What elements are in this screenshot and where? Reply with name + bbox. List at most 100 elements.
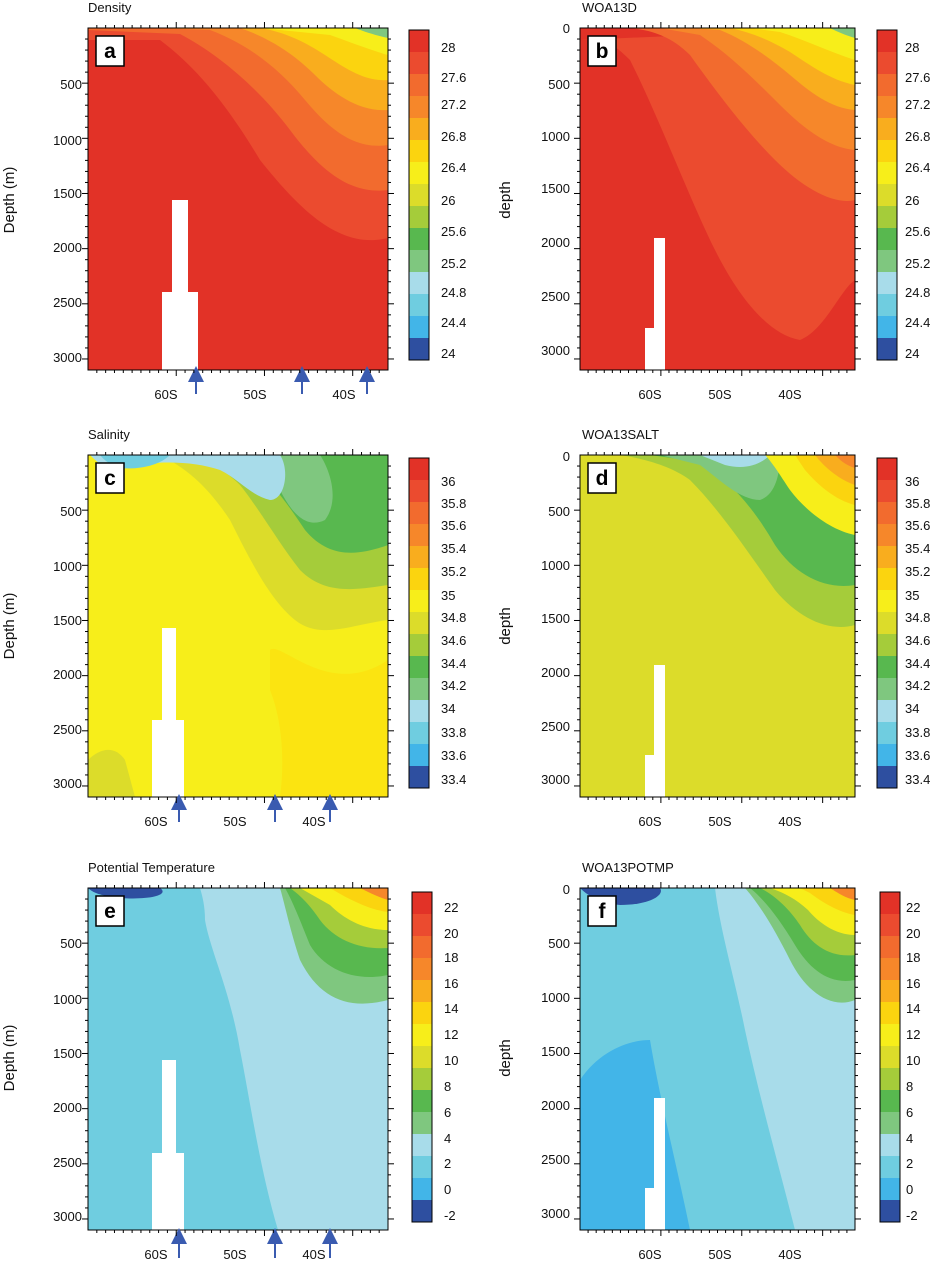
colorbar-swatch [409,272,429,294]
contour-band [830,888,855,900]
contour-band [750,28,855,60]
colorbar-label: 16 [906,976,920,991]
colorbar-swatch [409,568,429,590]
y-tick-label: 2000 [53,667,82,682]
colorbar-label: 25.2 [441,256,466,271]
y-tick-label: 500 [60,504,82,519]
plot-area [579,454,856,798]
y-axis-label: Depth (m) [1,593,18,660]
colorbar-swatch [877,458,897,480]
contour-band [580,888,661,905]
colorbar-swatch [877,524,897,546]
colorbar-swatches [877,458,897,788]
y-tick-label: 2500 [541,289,570,304]
colorbar-swatch [880,1178,900,1200]
colorbar-swatch [409,162,429,184]
y-tick-label: 500 [548,77,570,92]
y-axis-label: Depth (m) [1,1025,18,1092]
colorbar-swatch [877,96,897,118]
colorbar-label: 12 [444,1027,458,1042]
colorbar-label: 27.6 [441,70,466,85]
colorbar-swatch [409,678,429,700]
y-tick-label: 3000 [53,1209,82,1224]
colorbar-label: 26 [905,193,919,208]
topography-mask [162,200,198,370]
y-tick-label: 3000 [541,343,570,358]
y-tick-label: 2500 [541,719,570,734]
colorbar-label: 36 [441,474,455,489]
colorbar-swatch [880,1090,900,1112]
colorbar-swatch [880,1046,900,1068]
colorbar-swatch [877,162,897,184]
colorbar-label: 33.4 [441,772,466,787]
colorbar-label: 24.4 [441,315,466,330]
colorbar-swatch [409,316,429,338]
colorbar: 28 27.6 27.2 26.8 26.4 26 25.6 25.2 24.8… [876,29,930,361]
panel-label: d [587,462,617,494]
location-arrows [188,366,375,394]
colorbar-swatch [409,74,429,96]
colorbar-swatch [880,958,900,980]
y-axis: depth 0 500 1000 1500 2000 2500 3000 [497,21,570,358]
colorbar: 28 27.6 27.2 26.8 26.4 26 25.6 25.2 24.8… [408,29,466,361]
y-tick-label: 3000 [541,1206,570,1221]
colorbar-swatch [877,272,897,294]
colorbar-label: 26.4 [441,160,466,175]
x-tick-label: 40S [778,387,801,402]
colorbar-swatches [409,458,429,788]
colorbar-label: 34.2 [441,678,466,693]
colorbar-label: 26.8 [905,129,930,144]
panel-title: WOA13SALT [582,427,659,442]
colorbar-label: -2 [444,1208,456,1223]
x-tick-label: 40S [332,387,355,402]
colorbar-swatch [412,1156,432,1178]
colorbar-swatch [877,250,897,272]
topography-mask [645,665,665,797]
colorbar-swatch [409,30,429,52]
panel-letter: d [596,467,609,490]
panel-e: Potential Temperature e Depth (m) 500 10… [1,860,458,1262]
colorbar-swatch [409,722,429,744]
x-tick-label: 50S [243,387,266,402]
colorbar-label: 14 [906,1001,920,1016]
colorbar-swatch [409,700,429,722]
panel-d: WOA13SALT d depth 0 500 1000 1500 2000 [497,427,930,829]
colorbar-swatch [409,744,429,766]
colorbar-swatch [877,744,897,766]
colorbar-label: 18 [444,950,458,965]
colorbar-swatch [880,936,900,958]
colorbar-label: 4 [444,1131,451,1146]
x-tick-label: 50S [708,814,731,829]
colorbar-label: 0 [444,1182,451,1197]
y-axis: Depth (m) 500 1000 1500 2000 2500 3000 [1,936,82,1224]
panel-f: WOA13POTMP f depth 0 500 1000 1500 [497,860,920,1262]
panel-label: a [95,35,125,67]
colorbar-swatch [409,634,429,656]
y-tick-label: 0 [563,882,570,897]
colorbar-swatch [409,228,429,250]
x-axis: 60S 50S 40S [144,814,325,829]
colorbar-label: 2 [906,1156,913,1171]
plot-area [579,27,856,371]
colorbar-label: 35.4 [905,541,930,556]
topography-mask [645,238,665,370]
colorbar-label: 18 [906,950,920,965]
panel-label-box [95,462,125,494]
colorbar-label: 35.2 [905,564,930,579]
colorbar-label: 27.2 [905,97,930,112]
colorbar-swatch [412,892,432,914]
colorbar-swatch [877,338,897,360]
colorbar-swatch [409,502,429,524]
contour-band [270,648,388,797]
y-tick-label: 2000 [541,235,570,250]
colorbar-swatch [409,250,429,272]
panel-letter: e [104,900,116,923]
contour-band [355,28,388,38]
y-tick-label: 0 [563,449,570,464]
colorbar-swatch [409,590,429,612]
colorbar-label: 34.2 [905,678,930,693]
y-axis: depth 0 500 1000 1500 2000 2500 3000 [497,882,570,1221]
x-axis: 60S 50S 40S [144,1247,325,1262]
plot-area [579,887,856,1231]
colorbar-label: 24.4 [905,315,930,330]
